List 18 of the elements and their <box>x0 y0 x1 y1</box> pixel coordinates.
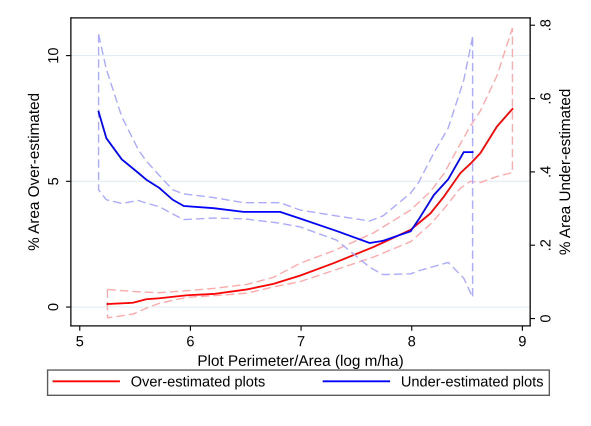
x-axis-title: Plot Perimeter/Area (log m/ha) <box>198 354 403 370</box>
y2-tick-label: .8 <box>540 20 551 30</box>
y-tick-label: 5 <box>48 178 58 185</box>
x-tick-label: 5 <box>76 336 84 346</box>
x-tick-label: 9 <box>519 336 526 346</box>
y2-tick-label: .4 <box>540 166 550 177</box>
legend-label: Under-estimated plots <box>402 376 543 390</box>
legend-label: Over-estimated plots <box>131 376 265 390</box>
y-axis-title: % Area Over-estimated <box>28 94 40 250</box>
x-tick-label: 7 <box>298 336 304 346</box>
y2-tick-label: 0 <box>540 315 551 322</box>
y2-axis-title: % Area Under-estimated <box>559 90 570 255</box>
y2-tick-label: .6 <box>540 93 551 104</box>
y-tick-label: 0 <box>48 304 58 311</box>
y2-tick-label: .2 <box>540 240 550 250</box>
y-tick-label: 10 <box>48 48 58 63</box>
x-tick-label: 6 <box>187 336 194 346</box>
x-tick-label: 8 <box>408 336 416 346</box>
